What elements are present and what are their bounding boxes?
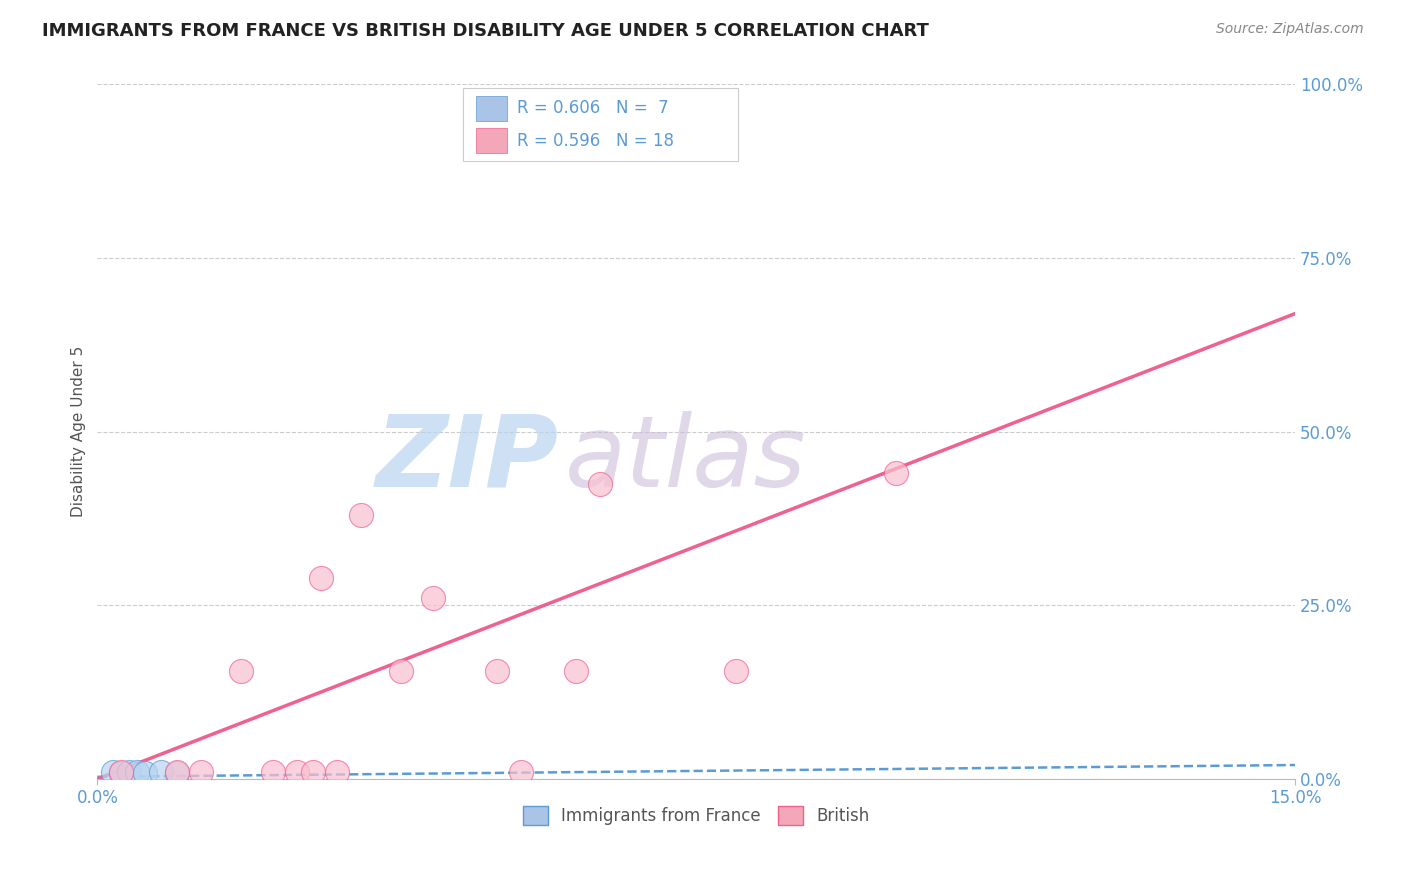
Y-axis label: Disability Age Under 5: Disability Age Under 5 bbox=[72, 346, 86, 517]
Point bbox=[110, 764, 132, 779]
Point bbox=[166, 766, 188, 780]
Point bbox=[565, 665, 588, 679]
Point bbox=[103, 764, 125, 779]
Point bbox=[118, 764, 141, 779]
Text: Source: ZipAtlas.com: Source: ZipAtlas.com bbox=[1216, 22, 1364, 37]
Text: ZIP: ZIP bbox=[375, 411, 558, 508]
FancyBboxPatch shape bbox=[475, 128, 508, 153]
FancyBboxPatch shape bbox=[475, 95, 508, 120]
Point bbox=[127, 764, 149, 779]
Text: R = 0.606   N =  7: R = 0.606 N = 7 bbox=[516, 99, 668, 117]
Point bbox=[110, 766, 132, 780]
Point bbox=[422, 591, 444, 606]
Point bbox=[229, 665, 252, 679]
Point bbox=[309, 570, 332, 584]
Point bbox=[389, 665, 412, 679]
Point bbox=[190, 764, 212, 779]
Point bbox=[589, 476, 612, 491]
Point bbox=[150, 764, 173, 779]
Point bbox=[285, 764, 308, 779]
Point bbox=[326, 764, 349, 779]
Point bbox=[725, 665, 748, 679]
Legend: Immigrants from France, British: Immigrants from France, British bbox=[515, 797, 877, 833]
Point bbox=[302, 764, 325, 779]
Point bbox=[166, 764, 188, 779]
Point bbox=[350, 508, 373, 522]
Text: atlas: atlas bbox=[564, 411, 806, 508]
Point bbox=[262, 764, 284, 779]
Point bbox=[884, 467, 907, 481]
Point bbox=[509, 764, 531, 779]
Text: IMMIGRANTS FROM FRANCE VS BRITISH DISABILITY AGE UNDER 5 CORRELATION CHART: IMMIGRANTS FROM FRANCE VS BRITISH DISABI… bbox=[42, 22, 929, 40]
Text: R = 0.596   N = 18: R = 0.596 N = 18 bbox=[516, 132, 673, 150]
Point bbox=[485, 665, 508, 679]
FancyBboxPatch shape bbox=[463, 88, 738, 161]
Point bbox=[134, 766, 156, 780]
